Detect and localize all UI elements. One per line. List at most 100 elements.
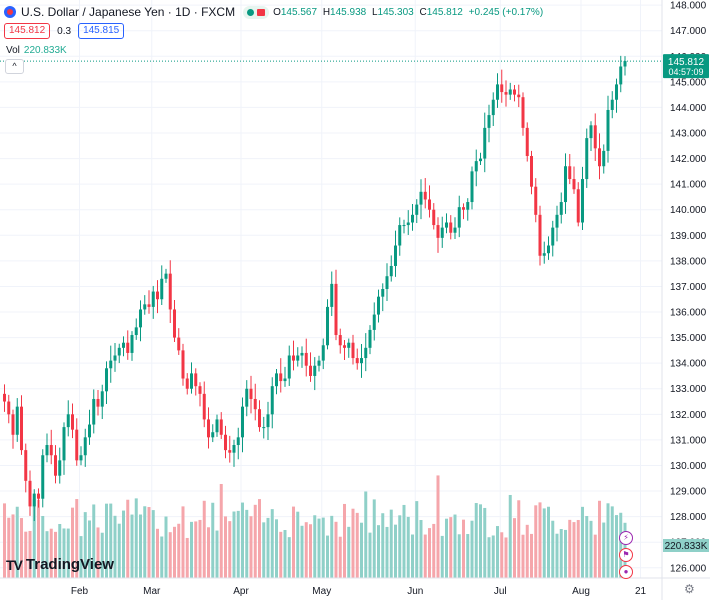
volume-bar: [7, 517, 11, 578]
time-tick-label: May: [312, 586, 331, 597]
volume-bar: [453, 514, 457, 578]
volume-bar: [445, 518, 448, 578]
volume-bar: [24, 531, 28, 578]
candle-body: [190, 373, 193, 389]
price-tick-label: 135.000: [670, 333, 707, 344]
currency-flag-icon[interactable]: [4, 6, 16, 18]
us-flag-icon[interactable]: ⚑: [619, 548, 633, 562]
candle-body: [432, 209, 436, 226]
candle-body: [202, 393, 206, 420]
volume-bar: [15, 506, 19, 578]
candle-body: [326, 306, 329, 346]
low-value: 145.303: [377, 6, 414, 18]
volume-bar: [258, 499, 261, 578]
candle-body: [606, 109, 610, 151]
volume-bar: [304, 522, 308, 578]
candle-body: [602, 150, 606, 167]
candle-body: [423, 191, 427, 200]
candle-body: [343, 345, 346, 348]
volume-bar: [287, 537, 291, 578]
volume-bar: [168, 532, 172, 578]
volume-bar: [610, 506, 614, 578]
time-tick-label: 21: [635, 586, 647, 597]
volume-bar: [564, 529, 567, 578]
symbol-title[interactable]: U.S. Dollar / Japanese Yen · 1D · FXCM: [21, 5, 236, 19]
candle-body: [232, 445, 236, 453]
volume-bar: [139, 514, 142, 578]
volume-bar: [96, 527, 100, 578]
candle-body: [398, 225, 402, 246]
candle-body: [436, 225, 440, 238]
candle-body: [164, 273, 168, 279]
volume-bar: [92, 504, 96, 578]
volume-bar: [321, 517, 325, 578]
candle-body: [355, 358, 359, 364]
candle-body: [615, 84, 618, 100]
volume-legend[interactable]: Vol 220.833K: [6, 45, 67, 56]
volume-bar: [606, 503, 610, 578]
open-label: O: [273, 6, 281, 18]
candle-body: [500, 84, 504, 93]
candle-body: [41, 455, 45, 499]
candle-body: [330, 283, 334, 307]
lightning-icon[interactable]: ⚡: [619, 531, 633, 545]
candle-body: [491, 99, 495, 116]
volume-bar: [105, 503, 108, 578]
candle-body: [249, 388, 253, 399]
candle-body: [572, 179, 576, 190]
volume-bar: [428, 528, 431, 578]
volume-badge: [663, 539, 709, 552]
candle-body: [385, 276, 389, 289]
volume-bar: [559, 529, 563, 578]
volume-bar: [343, 503, 346, 578]
volume-bar: [3, 503, 6, 578]
candle-body: [462, 207, 465, 210]
tradingview-logo[interactable]: TV TradingView: [6, 556, 114, 573]
candle-body: [151, 291, 155, 307]
volume-bar: [296, 511, 300, 578]
volume-badge-value: 220.833K: [665, 541, 708, 552]
volume-bar: [483, 507, 487, 578]
volume-bar: [517, 500, 521, 578]
japan-flag-icon[interactable]: ●: [619, 565, 633, 579]
candle-body: [474, 161, 478, 172]
price-tick-label: 132.000: [670, 410, 707, 421]
candle-body: [37, 493, 40, 499]
candle-body: [20, 406, 23, 451]
volume-bar: [547, 506, 550, 578]
volume-bar: [45, 531, 49, 578]
candle-body: [287, 355, 291, 379]
volume-bar: [164, 516, 168, 578]
volume-bar: [576, 519, 580, 578]
time-tick-label: Feb: [71, 586, 89, 597]
volume-bar: [232, 511, 236, 578]
volume-bar: [338, 536, 342, 578]
collapse-legend-button[interactable]: ^: [5, 59, 24, 74]
volume-bar: [228, 521, 232, 578]
price-axis: 148.000147.000146.000145.000144.000143.0…: [661, 0, 707, 600]
candle-body: [415, 204, 419, 215]
candle-body: [207, 419, 210, 438]
volume-bar: [351, 508, 355, 578]
time-tick-label: Jun: [407, 586, 423, 597]
buy-button[interactable]: 145.815: [78, 23, 125, 39]
candle-body: [79, 455, 83, 461]
market-status-icon[interactable]: [243, 5, 270, 19]
volume-bar: [415, 501, 419, 578]
volume-bar: [160, 536, 164, 578]
volume-bar: [334, 521, 338, 578]
candle-body: [75, 429, 79, 461]
candle-body: [445, 222, 448, 228]
candle-body: [266, 414, 270, 428]
volume-bar: [62, 528, 66, 578]
sell-button[interactable]: 145.812: [4, 23, 51, 39]
volume-bar: [381, 513, 385, 578]
price-tick-label: 142.000: [670, 154, 707, 165]
time-tick-label: Mar: [143, 586, 161, 597]
volume-bar: [207, 527, 210, 578]
gear-icon[interactable]: ⚙: [684, 582, 695, 596]
volume-bar: [249, 516, 253, 578]
candle-body: [54, 455, 57, 476]
volume-bar: [151, 510, 155, 578]
